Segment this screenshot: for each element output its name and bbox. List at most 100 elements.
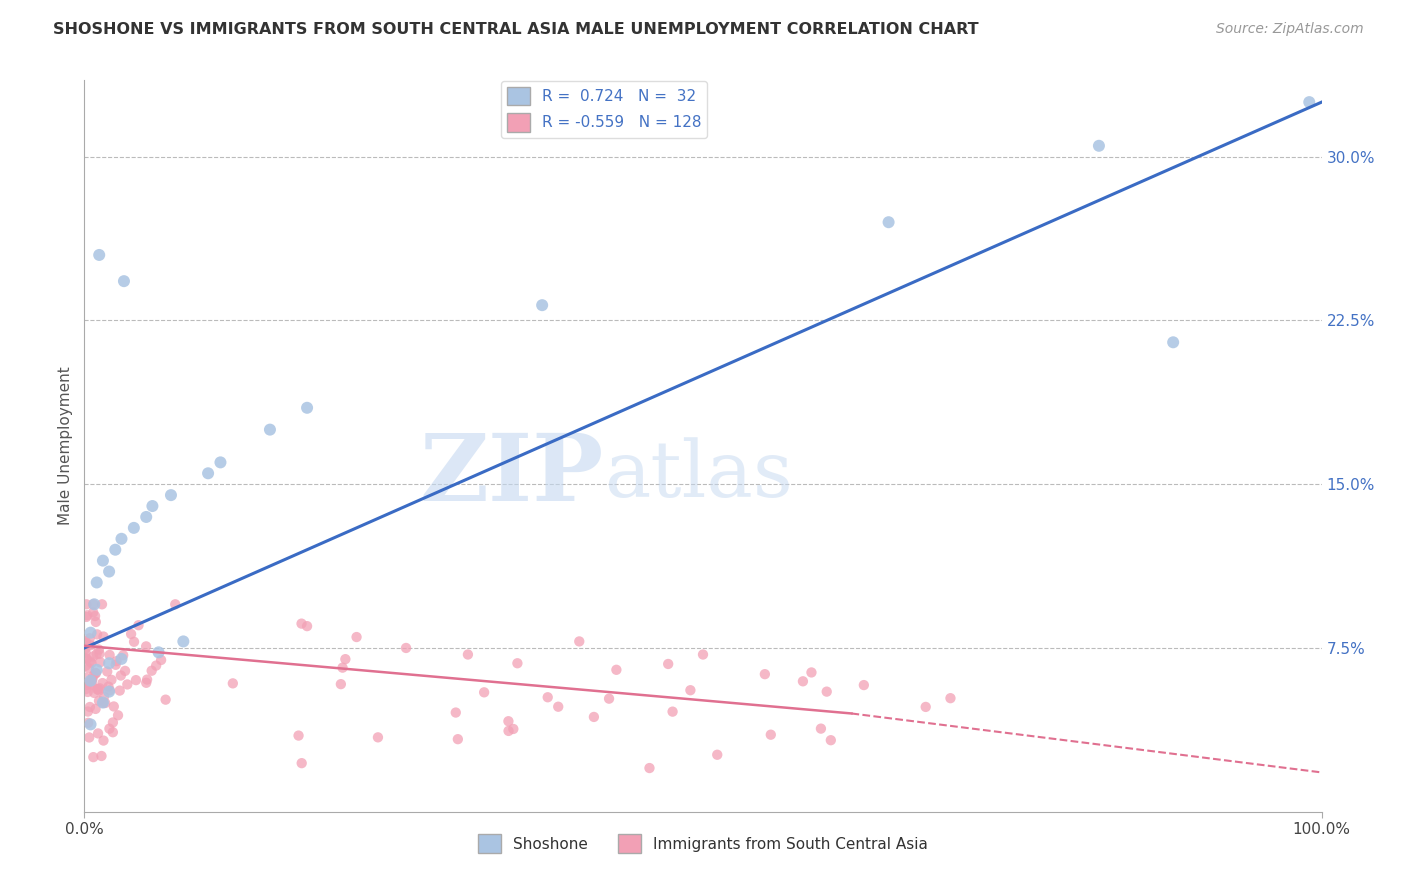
- Point: [939, 691, 962, 706]
- Point: [1298, 95, 1320, 109]
- Point: [98, 684, 121, 698]
- Point: [287, 729, 309, 743]
- Point: [1088, 138, 1111, 153]
- Point: [165, 597, 187, 611]
- Point: [86, 682, 108, 697]
- Point: [128, 618, 150, 632]
- Point: [89, 647, 111, 661]
- Point: [91, 554, 114, 568]
- Point: [295, 401, 318, 415]
- Point: [79, 673, 101, 688]
- Point: [447, 732, 470, 747]
- Point: [87, 726, 110, 740]
- Point: [877, 215, 900, 229]
- Point: [76, 608, 98, 623]
- Point: [141, 499, 163, 513]
- Point: [141, 664, 163, 678]
- Point: [498, 714, 520, 729]
- Point: [444, 706, 467, 720]
- Point: [395, 640, 418, 655]
- Point: [800, 665, 823, 680]
- Point: [155, 692, 177, 706]
- Point: [98, 648, 121, 662]
- Point: [82, 750, 104, 764]
- Point: [1161, 335, 1184, 350]
- Point: [329, 677, 352, 691]
- Point: [82, 678, 104, 692]
- Point: [84, 615, 107, 629]
- Point: [679, 683, 702, 698]
- Point: [457, 648, 479, 662]
- Point: [76, 676, 98, 690]
- Point: [84, 702, 107, 716]
- Point: [110, 532, 132, 546]
- Point: [79, 632, 101, 646]
- Point: [86, 647, 108, 661]
- Point: [692, 648, 714, 662]
- Point: [605, 663, 627, 677]
- Point: [93, 690, 115, 704]
- Point: [89, 683, 111, 698]
- Point: [87, 642, 110, 657]
- Point: [75, 636, 97, 650]
- Point: [112, 274, 135, 288]
- Point: [547, 699, 569, 714]
- Point: [77, 731, 100, 745]
- Point: [222, 676, 245, 690]
- Point: [135, 640, 157, 654]
- Point: [815, 684, 838, 698]
- Point: [79, 655, 101, 669]
- Point: [172, 634, 194, 648]
- Point: [98, 565, 121, 579]
- Point: [209, 455, 232, 469]
- Point: [502, 722, 524, 736]
- Text: ZIP: ZIP: [420, 430, 605, 520]
- Text: SHOSHONE VS IMMIGRANTS FROM SOUTH CENTRAL ASIA MALE UNEMPLOYMENT CORRELATION CHA: SHOSHONE VS IMMIGRANTS FROM SOUTH CENTRA…: [53, 22, 979, 37]
- Point: [657, 657, 679, 671]
- Point: [295, 619, 318, 633]
- Point: [82, 597, 104, 611]
- Point: [75, 634, 97, 648]
- Point: [86, 627, 108, 641]
- Point: [75, 641, 97, 656]
- Point: [598, 691, 620, 706]
- Point: [84, 666, 107, 681]
- Point: [79, 677, 101, 691]
- Point: [82, 673, 104, 687]
- Point: [914, 700, 936, 714]
- Point: [82, 669, 104, 683]
- Point: [79, 625, 101, 640]
- Point: [90, 749, 112, 764]
- Point: [89, 248, 111, 262]
- Point: [76, 652, 98, 666]
- Point: [87, 681, 110, 696]
- Point: [94, 696, 117, 710]
- Point: [104, 657, 127, 672]
- Point: [110, 652, 132, 666]
- Point: [108, 683, 131, 698]
- Point: [79, 717, 101, 731]
- Point: [120, 627, 142, 641]
- Point: [117, 677, 139, 691]
- Point: [84, 665, 107, 680]
- Point: [706, 747, 728, 762]
- Point: [148, 645, 170, 659]
- Point: [472, 685, 495, 699]
- Point: [290, 616, 312, 631]
- Point: [79, 700, 101, 714]
- Point: [93, 630, 115, 644]
- Point: [107, 708, 129, 723]
- Point: [537, 690, 560, 705]
- Point: [87, 694, 110, 708]
- Point: [638, 761, 661, 775]
- Point: [75, 651, 97, 665]
- Point: [112, 648, 135, 663]
- Point: [135, 675, 157, 690]
- Point: [83, 597, 105, 611]
- Point: [98, 683, 121, 698]
- Point: [91, 676, 114, 690]
- Point: [101, 715, 124, 730]
- Point: [91, 597, 114, 611]
- Point: [75, 671, 97, 685]
- Point: [76, 685, 98, 699]
